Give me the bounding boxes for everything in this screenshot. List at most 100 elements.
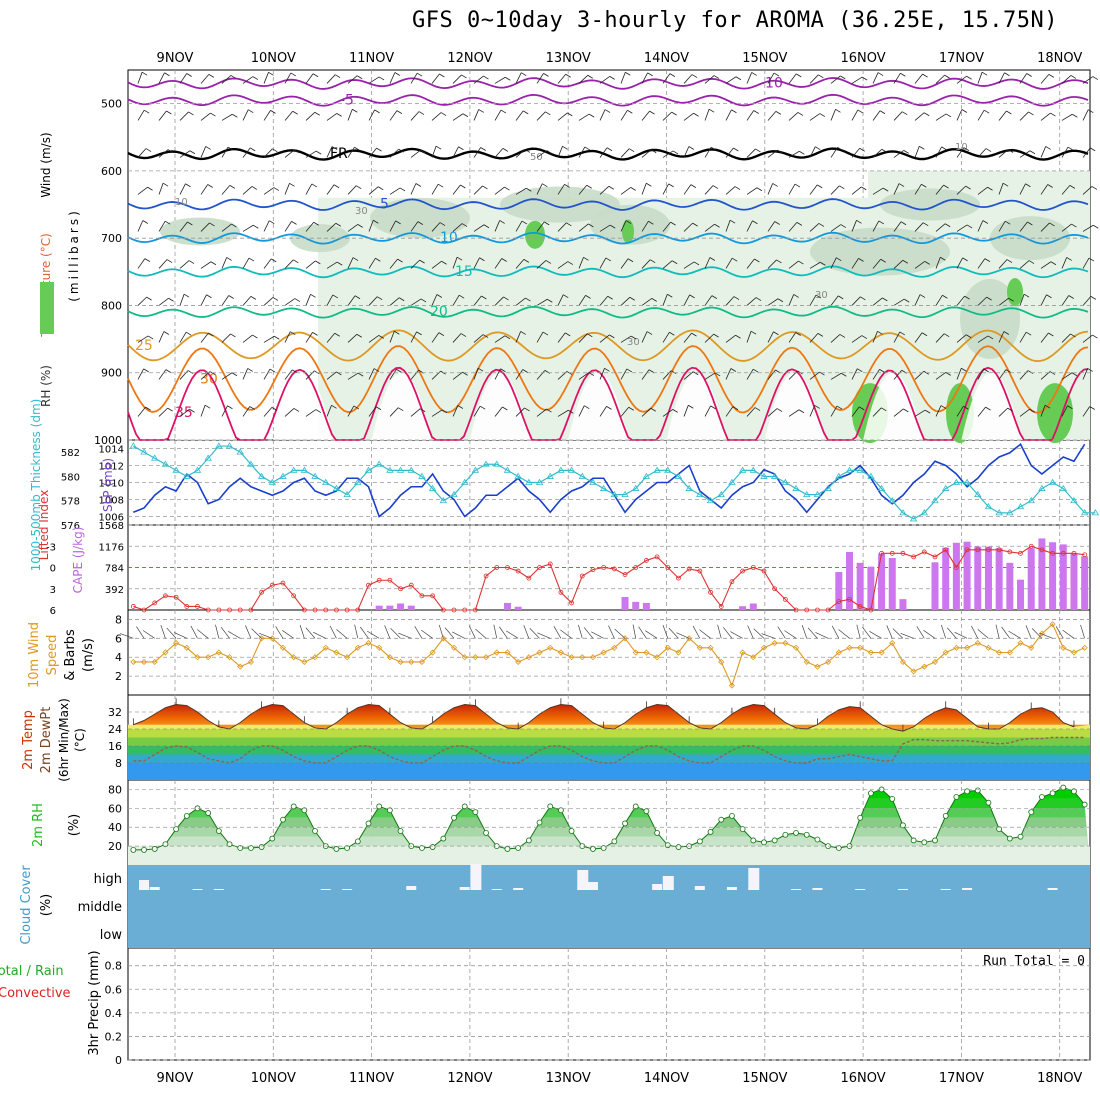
wind10m-point — [1017, 639, 1024, 647]
wind-barb — [263, 258, 272, 269]
precip-tick-label: 0.6 — [105, 983, 123, 996]
wind-barb-flag — [1002, 182, 1009, 187]
cape-bar — [1027, 548, 1035, 610]
wind-barb-flag — [588, 113, 595, 118]
cape-ylabel-group: Lifted Index — [37, 490, 51, 561]
wind-barb-flag — [671, 260, 678, 265]
wind-barb-flag — [143, 368, 149, 373]
thickness-point — [439, 496, 448, 504]
wind-barb-flag — [711, 295, 718, 299]
wind-barb-flag — [604, 367, 610, 372]
wind-barb-flag — [376, 296, 383, 301]
lifted-index-point — [547, 561, 553, 567]
rh-ylabel-group: 2m RH — [31, 803, 46, 847]
wind-barb — [872, 72, 879, 84]
wind-barb — [368, 335, 379, 343]
wind-barb-flag — [396, 368, 402, 373]
rh2m-point — [429, 844, 436, 850]
thickness-point — [300, 466, 309, 473]
ylabel-minmax: (6hr Min/Max) — [57, 698, 71, 782]
wind-barb-flag — [608, 185, 614, 190]
surface-wind-barb — [329, 625, 337, 639]
date-label-bottom: 15NOV — [742, 1071, 787, 1086]
wind10m-point — [557, 649, 564, 656]
wind-barb — [599, 224, 611, 232]
wind-barb-flag — [588, 223, 594, 228]
wind10m-point — [493, 649, 500, 656]
lifted-index-line — [133, 545, 1085, 611]
rh2m-point — [793, 829, 799, 836]
wind-barb-flag — [458, 146, 464, 151]
wind-barb-flag — [188, 260, 195, 264]
wind-barb-flag — [376, 147, 382, 152]
wind-barb — [431, 73, 440, 84]
wind10m-point — [504, 649, 511, 656]
thickness-point — [1070, 496, 1078, 504]
wind-barb — [872, 331, 878, 343]
wind10m-point — [921, 663, 928, 670]
surface-wind-barb — [359, 626, 369, 639]
rh-band — [128, 787, 1090, 799]
wind-tick-label: 6 — [115, 632, 122, 645]
wind-barb — [1019, 331, 1027, 343]
rh2m-point — [162, 841, 169, 848]
wind-barb-flag — [987, 186, 993, 191]
wind-barb — [431, 294, 438, 306]
wind-barb-flag — [1047, 184, 1053, 188]
wind-barb — [935, 146, 942, 158]
wind10m-point — [942, 649, 949, 656]
lifted-index-point — [515, 568, 521, 574]
lifted-index-point — [718, 604, 724, 609]
wind-barb-flag — [730, 368, 737, 372]
surface-wind-barb — [120, 633, 134, 639]
wind-barb-flag — [983, 368, 989, 373]
wind-barb-flag — [839, 185, 845, 190]
wind-barb — [431, 112, 442, 121]
wind-barb-flag — [520, 331, 526, 335]
wind-barb — [851, 220, 857, 232]
wind-barb-flag — [941, 146, 947, 151]
thickness-point — [803, 490, 811, 498]
wind-barb-flag — [1089, 406, 1095, 410]
wind-barb — [284, 221, 292, 232]
wind-barb-flag — [250, 296, 257, 300]
wind-barb-flag — [143, 109, 150, 114]
cape-bar — [1006, 562, 1014, 610]
slp-ylabel-group: 1000-500mb Thickness (dm) — [29, 399, 43, 572]
wind-barb — [242, 147, 251, 158]
wind-barb — [893, 221, 902, 232]
cape-bar — [888, 557, 896, 610]
wind-barb — [956, 147, 965, 158]
rh2m-point — [1071, 788, 1077, 795]
lifted-index-point — [729, 579, 735, 585]
date-label-bottom: 12NOV — [447, 1071, 492, 1086]
surface-wind-barb — [578, 624, 583, 639]
wind-barb-flag — [206, 294, 212, 299]
wind-barb — [809, 113, 821, 121]
thickness-point — [183, 472, 191, 479]
wind-barb — [935, 113, 947, 121]
wind-barb — [368, 406, 377, 417]
rh2m-point — [1006, 835, 1013, 842]
wind-barb-flag — [1088, 257, 1095, 262]
wind-barb-flag — [1023, 293, 1030, 298]
wind-barb — [830, 224, 842, 232]
wind-barb-flag — [774, 221, 780, 225]
wind-barb-flag — [714, 223, 720, 228]
wind-barb-flag — [398, 148, 404, 153]
cape-bar — [856, 562, 864, 610]
wind-barb — [368, 109, 375, 121]
rh2m-point — [611, 838, 618, 845]
wind-barb-flag — [418, 111, 425, 115]
wind-barb-flag — [247, 368, 253, 372]
wind10m-point — [1060, 644, 1067, 651]
rh-dry-pocket — [863, 372, 924, 440]
surface-wind-barb — [747, 625, 754, 639]
wind-barb — [746, 148, 756, 158]
wind-barb — [830, 185, 840, 195]
lifted-index-point — [366, 582, 371, 588]
wind-barb — [284, 369, 293, 380]
thickness-point — [354, 478, 362, 485]
wind-barb — [1061, 405, 1068, 417]
rh-dry-pocket — [568, 372, 629, 440]
